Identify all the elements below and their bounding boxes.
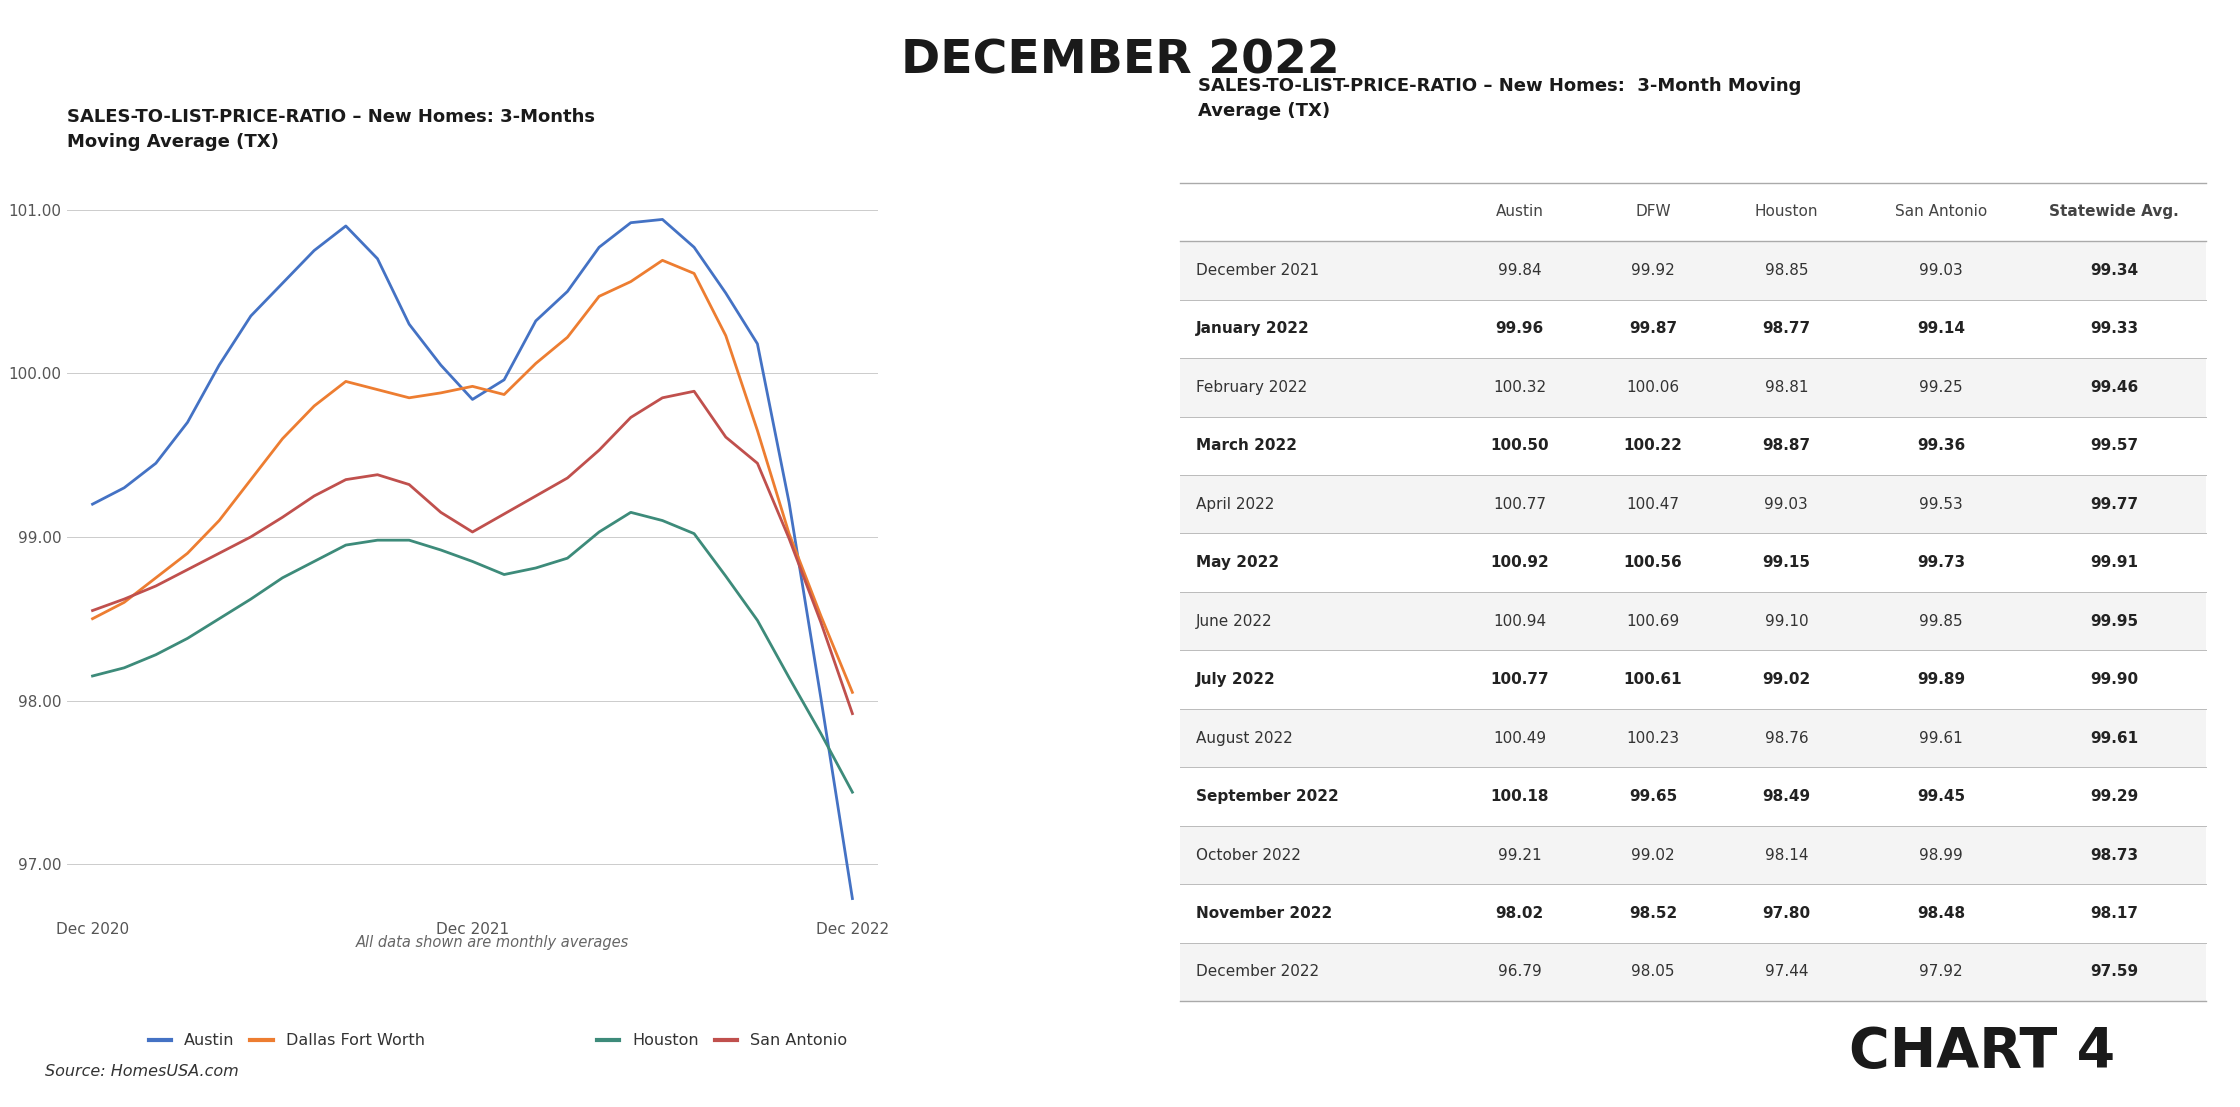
- Text: October 2022: October 2022: [1196, 848, 1301, 862]
- Legend: Houston, San Antonio: Houston, San Antonio: [591, 1027, 853, 1055]
- Text: 99.46: 99.46: [2090, 380, 2139, 395]
- Text: February 2022: February 2022: [1196, 380, 1308, 395]
- Text: 98.81: 98.81: [1765, 380, 1808, 395]
- Text: 99.73: 99.73: [1917, 556, 1964, 570]
- Text: May 2022: May 2022: [1196, 556, 1279, 570]
- Text: 100.92: 100.92: [1490, 556, 1550, 570]
- Text: July 2022: July 2022: [1196, 672, 1277, 687]
- Text: 99.57: 99.57: [2090, 438, 2139, 453]
- Text: San Antonio: San Antonio: [1895, 205, 1987, 219]
- Text: DFW: DFW: [1635, 205, 1671, 219]
- Text: 98.02: 98.02: [1496, 906, 1543, 921]
- Text: Statewide Avg.: Statewide Avg.: [2050, 205, 2180, 219]
- Text: 99.10: 99.10: [1765, 613, 1808, 629]
- Text: 100.77: 100.77: [1494, 497, 1546, 511]
- Text: March 2022: March 2022: [1196, 438, 1297, 453]
- Text: 100.61: 100.61: [1624, 672, 1682, 687]
- Text: 99.85: 99.85: [1920, 613, 1962, 629]
- Text: 99.87: 99.87: [1628, 321, 1678, 337]
- Text: 100.50: 100.50: [1490, 438, 1550, 453]
- Text: 98.85: 98.85: [1765, 262, 1808, 278]
- Text: 100.77: 100.77: [1490, 672, 1550, 687]
- Text: 99.02: 99.02: [1631, 848, 1676, 862]
- Text: 99.33: 99.33: [2090, 321, 2139, 337]
- Text: 99.91: 99.91: [2090, 556, 2137, 570]
- Text: 97.92: 97.92: [1920, 964, 1962, 980]
- Text: 99.61: 99.61: [2090, 731, 2139, 746]
- Text: 99.25: 99.25: [1920, 380, 1962, 395]
- Text: September 2022: September 2022: [1196, 789, 1340, 804]
- Text: 97.59: 97.59: [2090, 964, 2139, 980]
- Text: 98.99: 98.99: [1920, 848, 1962, 862]
- Text: 100.94: 100.94: [1494, 613, 1546, 629]
- Text: 98.87: 98.87: [1763, 438, 1810, 453]
- Text: April 2022: April 2022: [1196, 497, 1275, 511]
- Text: 100.18: 100.18: [1490, 789, 1550, 804]
- Text: 97.44: 97.44: [1765, 964, 1808, 980]
- Text: 99.36: 99.36: [1917, 438, 1964, 453]
- Text: 100.56: 100.56: [1624, 556, 1682, 570]
- Text: 99.92: 99.92: [1631, 262, 1676, 278]
- Text: SALES-TO-LIST-PRICE-RATIO – New Homes: 3-Months
Moving Average (TX): SALES-TO-LIST-PRICE-RATIO – New Homes: 3…: [67, 107, 596, 151]
- Text: 100.23: 100.23: [1626, 731, 1680, 746]
- Text: December 2022: December 2022: [1196, 964, 1319, 980]
- Text: 99.29: 99.29: [2090, 789, 2139, 804]
- Text: 99.45: 99.45: [1917, 789, 1964, 804]
- Text: 99.96: 99.96: [1496, 321, 1543, 337]
- Text: 98.52: 98.52: [1628, 906, 1678, 921]
- Text: 98.48: 98.48: [1917, 906, 1964, 921]
- Text: 100.06: 100.06: [1626, 380, 1680, 395]
- Text: 99.21: 99.21: [1499, 848, 1541, 862]
- Text: CHART 4: CHART 4: [1850, 1025, 2115, 1079]
- Text: 99.14: 99.14: [1917, 321, 1964, 337]
- Text: 100.69: 100.69: [1626, 613, 1680, 629]
- Text: 99.61: 99.61: [1920, 731, 1962, 746]
- Text: All data shown are monthly averages: All data shown are monthly averages: [356, 935, 629, 951]
- Text: 100.49: 100.49: [1494, 731, 1546, 746]
- Legend: Austin, Dallas Fort Worth: Austin, Dallas Fort Worth: [143, 1027, 430, 1055]
- Text: June 2022: June 2022: [1196, 613, 1272, 629]
- Text: 98.14: 98.14: [1765, 848, 1808, 862]
- Text: 100.47: 100.47: [1626, 497, 1680, 511]
- Text: 99.53: 99.53: [1920, 497, 1962, 511]
- Text: 99.77: 99.77: [2090, 497, 2139, 511]
- Text: 99.89: 99.89: [1917, 672, 1964, 687]
- Text: SALES-TO-LIST-PRICE-RATIO – New Homes:  3-Month Moving
Average (TX): SALES-TO-LIST-PRICE-RATIO – New Homes: 3…: [1198, 77, 1801, 121]
- Text: 99.65: 99.65: [1628, 789, 1678, 804]
- Text: 99.03: 99.03: [1765, 497, 1808, 511]
- Text: November 2022: November 2022: [1196, 906, 1333, 921]
- Text: 98.05: 98.05: [1631, 964, 1676, 980]
- Text: 99.03: 99.03: [1920, 262, 1962, 278]
- Text: 99.90: 99.90: [2090, 672, 2139, 687]
- Text: 99.84: 99.84: [1499, 262, 1541, 278]
- Text: 98.77: 98.77: [1763, 321, 1810, 337]
- Text: January 2022: January 2022: [1196, 321, 1310, 337]
- Text: DECEMBER 2022: DECEMBER 2022: [900, 39, 1340, 84]
- Text: 98.49: 98.49: [1763, 789, 1810, 804]
- Text: Source: HomesUSA.com: Source: HomesUSA.com: [45, 1064, 237, 1079]
- Text: 100.32: 100.32: [1494, 380, 1546, 395]
- Text: August 2022: August 2022: [1196, 731, 1292, 746]
- Text: 99.02: 99.02: [1763, 672, 1810, 687]
- Text: December 2021: December 2021: [1196, 262, 1319, 278]
- Text: Austin: Austin: [1496, 205, 1543, 219]
- Text: 98.17: 98.17: [2090, 906, 2137, 921]
- Text: 98.76: 98.76: [1765, 731, 1808, 746]
- Text: 96.79: 96.79: [1499, 964, 1541, 980]
- Text: 97.80: 97.80: [1763, 906, 1810, 921]
- Text: 99.95: 99.95: [2090, 613, 2139, 629]
- Text: 99.15: 99.15: [1763, 556, 1810, 570]
- Text: Houston: Houston: [1754, 205, 1819, 219]
- Text: 100.22: 100.22: [1624, 438, 1682, 453]
- Text: 98.73: 98.73: [2090, 848, 2139, 862]
- Text: 99.34: 99.34: [2090, 262, 2139, 278]
